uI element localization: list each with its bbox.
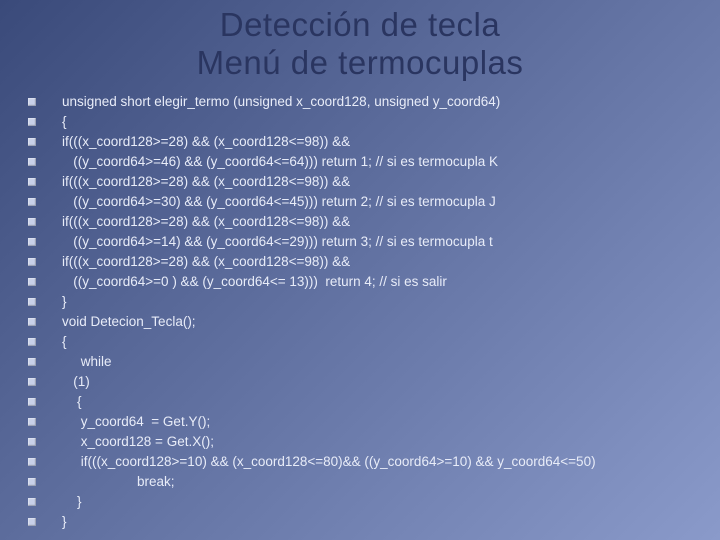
code-line: if(((x_coord128>=10) && (x_coord128<=80)… [28,452,720,471]
code-content: unsigned short elegir_termo (unsigned x_… [0,90,720,531]
code-line: } [28,292,720,311]
code-line: { [28,112,720,131]
bullet-icon [28,198,36,206]
code-text: { [62,112,67,131]
code-text: ((y_coord64>=0 ) && (y_coord64<= 13))) r… [62,272,447,291]
code-line: unsigned short elegir_termo (unsigned x_… [28,92,720,111]
bullet-icon [28,118,36,126]
code-text: } [62,292,67,311]
code-line: if(((x_coord128>=28) && (x_coord128<=98)… [28,252,720,271]
code-text: void Detecion_Tecla(); [62,312,196,331]
code-line: ((y_coord64>=14) && (y_coord64<=29))) re… [28,232,720,251]
code-line: ((y_coord64>=46) && (y_coord64<=64))) re… [28,152,720,171]
code-text: while [62,352,112,371]
bullet-icon [28,178,36,186]
code-line: while [28,352,720,371]
code-line: ((y_coord64>=30) && (y_coord64<=45))) re… [28,192,720,211]
code-text: if(((x_coord128>=28) && (x_coord128<=98)… [62,252,350,271]
code-text: } [62,492,82,511]
bullet-icon [28,378,36,386]
code-line: break; [28,472,720,491]
code-text: ((y_coord64>=46) && (y_coord64<=64))) re… [62,152,498,171]
title-line-1: Detección de tecla [0,6,720,44]
code-text: break; [62,472,175,491]
bullet-icon [28,458,36,466]
bullet-icon [28,398,36,406]
code-text: (1) [62,372,90,391]
code-line: y_coord64 = Get.Y(); [28,412,720,431]
code-line: ((y_coord64>=0 ) && (y_coord64<= 13))) r… [28,272,720,291]
code-text: if(((x_coord128>=28) && (x_coord128<=98)… [62,172,350,191]
bullet-icon [28,318,36,326]
bullet-icon [28,98,36,106]
bullet-icon [28,478,36,486]
code-text: if(((x_coord128>=28) && (x_coord128<=98)… [62,212,350,231]
bullet-icon [28,278,36,286]
code-line: { [28,392,720,411]
bullet-icon [28,158,36,166]
code-line: if(((x_coord128>=28) && (x_coord128<=98)… [28,212,720,231]
code-text: { [62,332,67,351]
code-line: if(((x_coord128>=28) && (x_coord128<=98)… [28,132,720,151]
code-line: { [28,332,720,351]
code-line: x_coord128 = Get.X(); [28,432,720,451]
code-text: if(((x_coord128>=10) && (x_coord128<=80)… [62,452,596,471]
code-text: } [62,512,67,531]
code-text: x_coord128 = Get.X(); [62,432,214,451]
bullet-icon [28,358,36,366]
bullet-icon [28,138,36,146]
bullet-icon [28,438,36,446]
bullet-icon [28,238,36,246]
bullet-icon [28,498,36,506]
bullet-icon [28,258,36,266]
code-line: } [28,512,720,531]
code-text: if(((x_coord128>=28) && (x_coord128<=98)… [62,132,350,151]
bullet-icon [28,218,36,226]
bullet-icon [28,518,36,526]
code-text: y_coord64 = Get.Y(); [62,412,210,431]
code-line: } [28,492,720,511]
code-text: unsigned short elegir_termo (unsigned x_… [62,92,500,111]
code-line: (1) [28,372,720,391]
bullet-icon [28,418,36,426]
code-text: ((y_coord64>=14) && (y_coord64<=29))) re… [62,232,493,251]
bullet-icon [28,298,36,306]
code-line: if(((x_coord128>=28) && (x_coord128<=98)… [28,172,720,191]
code-line: void Detecion_Tecla(); [28,312,720,331]
bullet-icon [28,338,36,346]
slide-title-block: Detección de tecla Menú de termocuplas [0,0,720,90]
title-line-2: Menú de termocuplas [0,44,720,82]
code-text: { [62,392,82,411]
code-text: ((y_coord64>=30) && (y_coord64<=45))) re… [62,192,496,211]
